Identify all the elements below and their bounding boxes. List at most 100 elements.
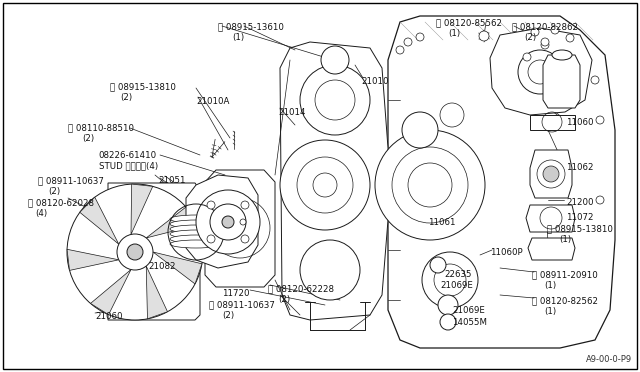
Circle shape	[300, 240, 360, 300]
Polygon shape	[530, 150, 572, 198]
Circle shape	[196, 190, 260, 254]
Polygon shape	[153, 252, 202, 284]
Circle shape	[566, 34, 574, 42]
Circle shape	[422, 252, 478, 308]
Text: (1): (1)	[559, 235, 571, 244]
Circle shape	[67, 184, 203, 320]
Circle shape	[207, 201, 215, 209]
Circle shape	[396, 46, 404, 54]
Ellipse shape	[552, 50, 572, 60]
Text: Ⓑ 08120-62028: Ⓑ 08120-62028	[28, 198, 94, 207]
Polygon shape	[530, 115, 575, 130]
Text: (2): (2)	[524, 33, 536, 42]
Text: (4): (4)	[35, 209, 47, 218]
Text: 11062: 11062	[566, 163, 593, 172]
Circle shape	[241, 201, 249, 209]
Text: 08226-61410: 08226-61410	[98, 151, 156, 160]
Circle shape	[591, 76, 599, 84]
Polygon shape	[80, 197, 119, 244]
Ellipse shape	[170, 235, 222, 243]
Polygon shape	[90, 270, 131, 315]
Text: A9-00-0-P9: A9-00-0-P9	[586, 355, 632, 364]
Text: 21010A: 21010A	[196, 97, 229, 106]
Text: (2): (2)	[48, 187, 60, 196]
Circle shape	[430, 257, 446, 273]
Polygon shape	[526, 205, 575, 232]
Circle shape	[117, 234, 153, 270]
Text: 21069E: 21069E	[440, 281, 473, 290]
Polygon shape	[67, 249, 119, 270]
Text: (2): (2)	[82, 134, 94, 143]
Circle shape	[280, 140, 370, 230]
Text: 11720: 11720	[222, 289, 250, 298]
Text: 11060: 11060	[566, 118, 593, 127]
Text: 22635: 22635	[444, 270, 472, 279]
Circle shape	[240, 219, 246, 225]
Text: 21051: 21051	[158, 176, 186, 185]
Circle shape	[596, 196, 604, 204]
Text: (1): (1)	[544, 281, 556, 290]
Text: Ⓝ 08911-10637: Ⓝ 08911-10637	[209, 300, 275, 309]
Polygon shape	[146, 207, 197, 238]
Polygon shape	[108, 183, 200, 320]
Polygon shape	[528, 238, 575, 260]
Ellipse shape	[170, 220, 222, 228]
Text: ⓜ 08915-13610: ⓜ 08915-13610	[218, 22, 284, 31]
Circle shape	[518, 50, 562, 94]
Text: Ⓝ 08911-10637: Ⓝ 08911-10637	[38, 176, 104, 185]
Text: Ⓑ 08120-85562: Ⓑ 08120-85562	[436, 18, 502, 27]
Text: (1): (1)	[544, 307, 556, 316]
Circle shape	[531, 28, 539, 36]
Circle shape	[402, 112, 438, 148]
Text: (1): (1)	[232, 33, 244, 42]
Text: ⓜ 08915-13810: ⓜ 08915-13810	[110, 82, 176, 91]
Circle shape	[440, 314, 456, 330]
Text: 21069E: 21069E	[452, 306, 485, 315]
Circle shape	[321, 46, 349, 74]
Circle shape	[541, 41, 549, 49]
Polygon shape	[543, 55, 580, 108]
Circle shape	[541, 38, 549, 46]
Ellipse shape	[170, 215, 222, 223]
Text: (2): (2)	[222, 311, 234, 320]
Text: (1): (1)	[448, 29, 460, 38]
Text: 21060: 21060	[95, 312, 122, 321]
Ellipse shape	[170, 240, 222, 248]
Ellipse shape	[170, 225, 222, 233]
Text: (2): (2)	[120, 93, 132, 102]
Text: 11060P: 11060P	[490, 248, 523, 257]
Text: Ⓑ 08120-82562: Ⓑ 08120-82562	[532, 296, 598, 305]
Circle shape	[551, 26, 559, 34]
Text: (2): (2)	[278, 295, 290, 304]
Text: 11061: 11061	[428, 218, 456, 227]
Circle shape	[127, 244, 143, 260]
Text: ⓘ 08120-62228: ⓘ 08120-62228	[268, 284, 334, 293]
Polygon shape	[186, 175, 258, 268]
Text: Ⓑ 08110-88510: Ⓑ 08110-88510	[68, 123, 134, 132]
Polygon shape	[388, 16, 615, 348]
Text: 21200: 21200	[566, 198, 593, 207]
Polygon shape	[131, 184, 153, 234]
Circle shape	[207, 235, 215, 243]
Text: Ⓝ 08911-20910: Ⓝ 08911-20910	[532, 270, 598, 279]
Text: 21014: 21014	[278, 108, 305, 117]
Polygon shape	[280, 42, 388, 320]
Text: 21082: 21082	[148, 262, 175, 271]
Polygon shape	[146, 266, 168, 319]
Circle shape	[596, 116, 604, 124]
Circle shape	[210, 204, 246, 240]
Text: ⓜ 08915-13810: ⓜ 08915-13810	[547, 224, 613, 233]
Text: 14055M: 14055M	[452, 318, 487, 327]
Circle shape	[241, 235, 249, 243]
Circle shape	[543, 166, 559, 182]
Text: Ⓑ 08120-82862: Ⓑ 08120-82862	[512, 22, 578, 31]
Text: STUD スタッド(4): STUD スタッド(4)	[99, 161, 158, 170]
Circle shape	[404, 38, 412, 46]
Text: 21010: 21010	[361, 77, 388, 86]
Circle shape	[300, 65, 370, 135]
Ellipse shape	[170, 230, 222, 238]
Circle shape	[479, 31, 489, 41]
Text: 11072: 11072	[566, 213, 593, 222]
Circle shape	[222, 216, 234, 228]
Circle shape	[438, 295, 458, 315]
